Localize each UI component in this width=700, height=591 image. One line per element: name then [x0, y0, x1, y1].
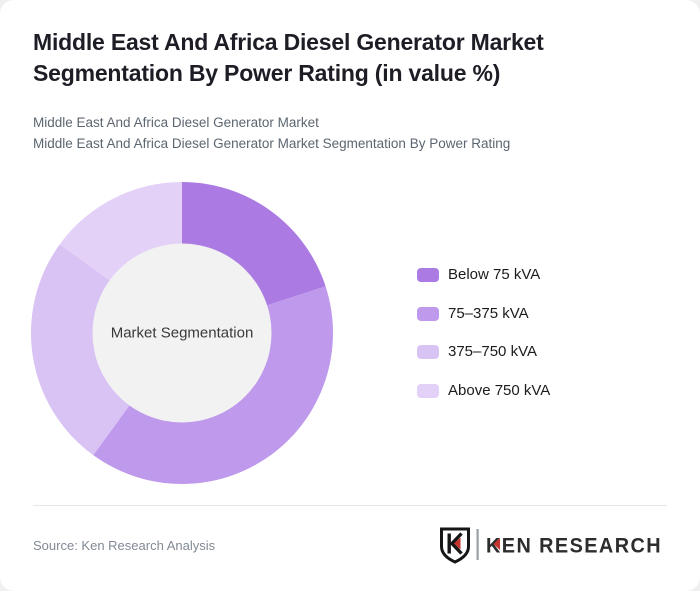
donut-slice — [31, 244, 130, 456]
logo-k-accent-triangle — [493, 538, 500, 550]
legend: Below 75 kVA 75–375 kVA 375–750 kVA Above 7… — [417, 266, 551, 422]
donut-slice — [182, 182, 326, 306]
donut-chart-svg — [31, 182, 333, 484]
legend-item: Above 750 kVA — [417, 381, 551, 399]
ken-research-logo-svg: KEN RESEARCH — [440, 527, 662, 564]
legend-item: 75–375 kVA — [417, 304, 550, 322]
chart-title: Middle East And Africa Diesel Generator … — [33, 29, 544, 86]
legend-label: 375–750 kVA — [448, 343, 537, 360]
legend-swatch — [417, 268, 439, 282]
source-text: Source: Ken Research Analysis — [33, 538, 216, 553]
legend-item: Below 75 kVA — [417, 266, 550, 283]
donut-inner-circle — [92, 243, 272, 423]
legend-label: Above 750 kVA — [448, 381, 551, 399]
legend-swatch — [417, 345, 439, 359]
donut-chart: Market Segmentation — [22, 173, 342, 493]
legend-label: 75–375 kVA — [448, 304, 529, 322]
chart-subtitle-line-1: Middle East And Africa Diesel Generator … — [33, 115, 319, 130]
ken-research-logo: KEN RESEARCH — [438, 526, 668, 564]
legend-label: Below 75 kVA — [448, 266, 541, 283]
legend-swatch — [417, 383, 439, 398]
donut-slice — [93, 286, 333, 484]
donut-center-label: Market Segmentation — [110, 324, 254, 342]
legend-swatch — [417, 306, 439, 321]
shield-k-icon — [440, 527, 470, 564]
logo-divider-bar — [476, 529, 479, 560]
footer-divider — [33, 505, 667, 506]
logo-text: KEN RESEARCH — [486, 535, 662, 558]
donut-slice — [59, 182, 182, 281]
legend-item: 375–750 kVA — [417, 343, 550, 360]
chart-subtitle-line-2: Middle East And Africa Diesel Generator … — [33, 136, 511, 151]
chart-subtitles: Middle East And Africa Diesel Generator … — [33, 112, 510, 154]
